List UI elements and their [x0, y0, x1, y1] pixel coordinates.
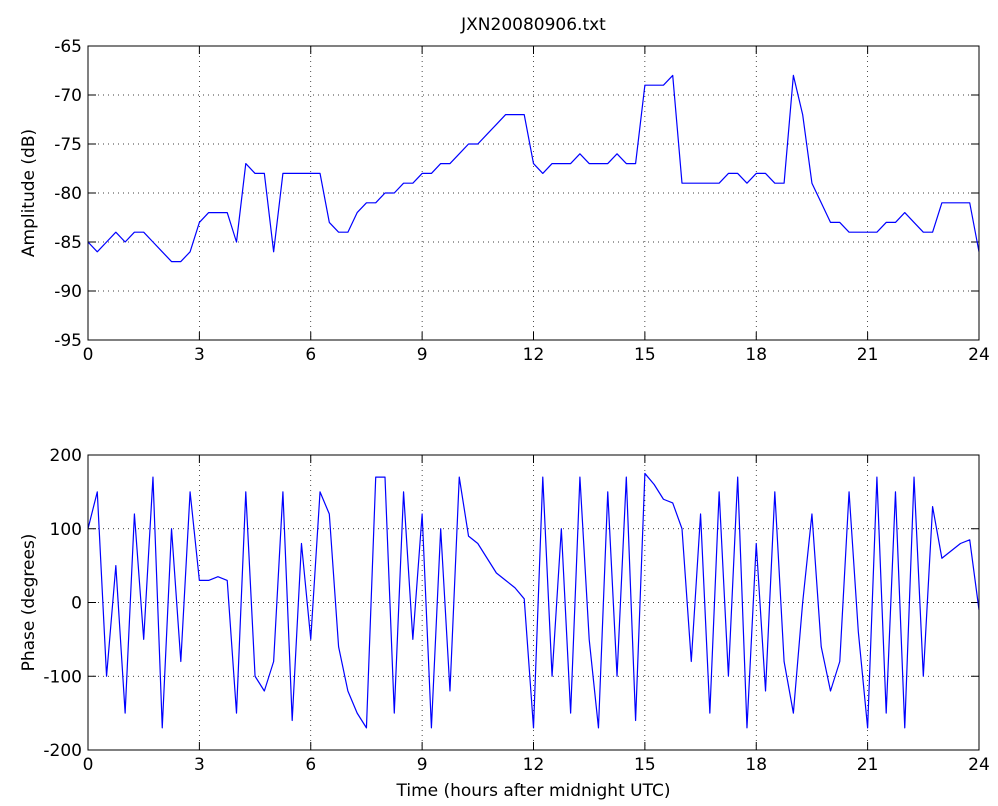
x-tick-label: 24 — [968, 345, 990, 365]
data-line — [87, 472, 980, 729]
data-line — [87, 74, 980, 263]
x-tick-label: 6 — [305, 345, 316, 365]
y-tick-label: -85 — [54, 233, 82, 253]
x-tick-label: 3 — [194, 755, 205, 775]
x-tick-label: 12 — [523, 755, 545, 775]
x-tick-label: 6 — [305, 755, 316, 775]
x-tick-label: 0 — [83, 755, 94, 775]
y-tick-label: -90 — [54, 282, 82, 302]
x-tick-label: 15 — [634, 345, 656, 365]
y-tick-label: -100 — [43, 667, 82, 687]
y-tick-label: -75 — [54, 135, 82, 155]
x-tick-label: 12 — [523, 345, 545, 365]
x-tick-label: 9 — [417, 755, 428, 775]
y-tick-label: 100 — [50, 520, 82, 540]
y-tick-label: -80 — [54, 184, 82, 204]
x-tick-label: 18 — [745, 345, 767, 365]
y-tick-label: 200 — [50, 446, 82, 466]
x-tick-label: 15 — [634, 755, 656, 775]
x-tick-label: 9 — [417, 345, 428, 365]
y-tick-label: -70 — [54, 86, 82, 106]
y-tick-label: -65 — [54, 37, 82, 57]
x-tick-label: 0 — [83, 345, 94, 365]
y-tick-label: -200 — [43, 741, 82, 761]
y-axis-title: Amplitude (dB) — [19, 129, 39, 257]
x-tick-label: 3 — [194, 345, 205, 365]
chart-title: JXN20080906.txt — [460, 15, 606, 35]
y-tick-label: 0 — [71, 594, 82, 614]
y-tick-label: -95 — [54, 331, 82, 351]
x-tick-label: 18 — [745, 755, 767, 775]
axes-frame — [87, 45, 980, 341]
x-tick-label: 24 — [968, 755, 990, 775]
axes-frame — [87, 454, 980, 751]
x-tick-label: 21 — [857, 345, 879, 365]
x-tick-label: 21 — [857, 755, 879, 775]
x-axis-title: Time (hours after midnight UTC) — [395, 781, 670, 801]
y-axis-title: Phase (degrees) — [19, 534, 39, 672]
